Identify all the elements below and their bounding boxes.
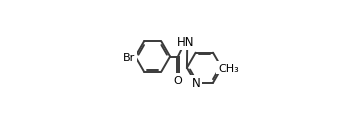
Text: N: N bbox=[192, 77, 201, 89]
Text: HN: HN bbox=[177, 36, 195, 49]
Text: O: O bbox=[174, 75, 182, 85]
Text: CH₃: CH₃ bbox=[218, 63, 239, 73]
Text: Br: Br bbox=[123, 52, 135, 62]
